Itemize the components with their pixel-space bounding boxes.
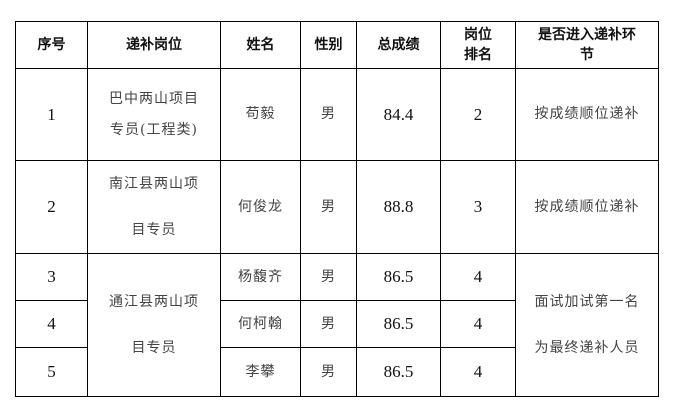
- cell-position: 南江县两山项 目专员: [87, 160, 221, 254]
- cell-rank: 4: [440, 300, 516, 348]
- cell-name: 苟毅: [220, 68, 301, 161]
- cell-result: 按成绩顺位递补: [515, 68, 659, 161]
- table-row: 5 李攀 男 86.5 4: [15, 347, 659, 397]
- header-name: 姓名: [220, 21, 301, 69]
- cell-score: 88.8: [356, 160, 441, 254]
- header-result: 是否进入递补环 节: [515, 21, 659, 69]
- table-row: 1 巴中两山项目 专员(工程类) 苟毅 男 84.4 2 按成绩顺位递补: [15, 68, 659, 161]
- cell-no: 4: [15, 300, 88, 348]
- cell-name: 杨馥齐: [220, 253, 301, 301]
- cell-rank: 3: [440, 160, 516, 254]
- header-gender: 性别: [300, 21, 357, 69]
- cell-position: 通江县两山项 目专员: [87, 253, 221, 397]
- cell-no: 1: [15, 68, 88, 161]
- cell-score: 86.5: [356, 347, 441, 397]
- header-rank: 岗位 排名: [440, 21, 516, 69]
- cell-score: 86.5: [356, 300, 441, 348]
- cell-rank: 2: [440, 68, 516, 161]
- cell-no: 2: [15, 160, 88, 254]
- cell-gender: 男: [300, 253, 357, 301]
- cell-gender: 男: [300, 160, 357, 254]
- cell-score: 84.4: [356, 68, 441, 161]
- header-score: 总成绩: [356, 21, 441, 69]
- header-row: 序号 递补岗位 姓名 性别 总成绩 岗位 排名 是否进入递补环 节: [15, 21, 659, 69]
- cell-name: 何柯翰: [220, 300, 301, 348]
- table-row: 4 何柯翰 男 86.5 4: [15, 300, 659, 348]
- results-table: 序号 递补岗位 姓名 性别 总成绩 岗位 排名 是否进入递补环 节 1 巴中两山…: [15, 21, 659, 397]
- cell-name: 李攀: [220, 347, 301, 397]
- cell-no: 5: [15, 347, 88, 397]
- cell-name: 何俊龙: [220, 160, 301, 254]
- cell-gender: 男: [300, 300, 357, 348]
- header-position: 递补岗位: [87, 21, 221, 69]
- cell-result: 按成绩顺位递补: [515, 160, 659, 254]
- header-no: 序号: [15, 21, 88, 69]
- cell-rank: 4: [440, 253, 516, 301]
- table-row: 2 南江县两山项 目专员 何俊龙 男 88.8 3 按成绩顺位递补: [15, 160, 659, 254]
- cell-rank: 4: [440, 347, 516, 397]
- cell-position: 巴中两山项目 专员(工程类): [87, 68, 221, 161]
- cell-score: 86.5: [356, 253, 441, 301]
- cell-gender: 男: [300, 347, 357, 397]
- cell-gender: 男: [300, 68, 357, 161]
- table-row: 3 通江县两山项 目专员 杨馥齐 男 86.5 4 面试加试第一名 为最终递补人…: [15, 253, 659, 397]
- cell-no: 3: [15, 253, 88, 301]
- cell-result: 面试加试第一名 为最终递补人员: [515, 253, 659, 397]
